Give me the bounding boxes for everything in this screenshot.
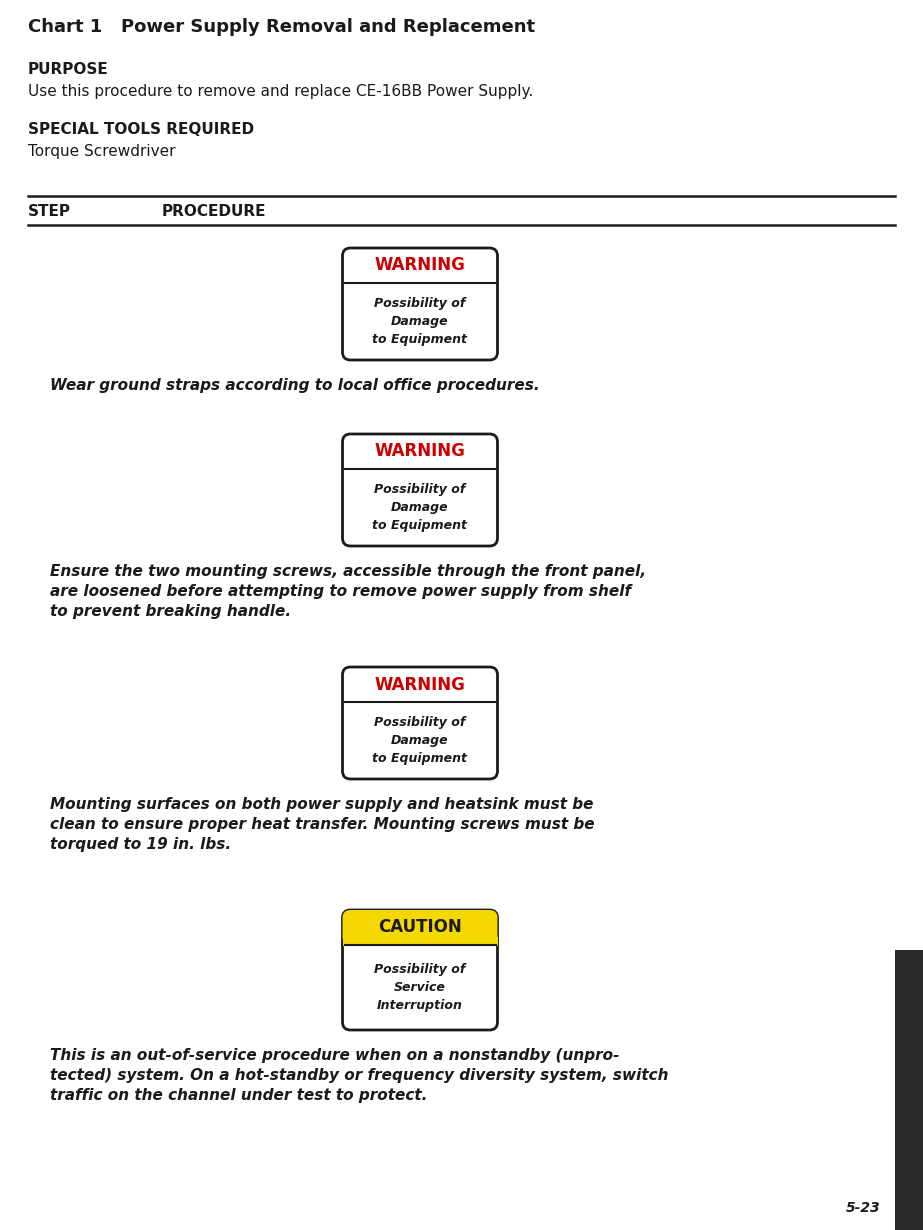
Text: Possibility of
Damage
to Equipment: Possibility of Damage to Equipment	[373, 483, 468, 533]
Text: WARNING: WARNING	[375, 443, 465, 460]
Text: Use this procedure to remove and replace CE-16BB Power Supply.: Use this procedure to remove and replace…	[28, 84, 533, 98]
Text: WARNING: WARNING	[375, 675, 465, 694]
Text: Possibility of
Damage
to Equipment: Possibility of Damage to Equipment	[373, 716, 468, 765]
Text: PURPOSE: PURPOSE	[28, 62, 109, 77]
FancyBboxPatch shape	[342, 910, 497, 945]
Bar	[895, 950, 923, 1230]
Bar	[342, 937, 497, 946]
Text: SPECIAL TOOLS REQUIRED: SPECIAL TOOLS REQUIRED	[28, 122, 254, 137]
Text: 5-23: 5-23	[845, 1200, 880, 1215]
Text: Chart 1   Power Supply Removal and Replacement: Chart 1 Power Supply Removal and Replace…	[28, 18, 535, 36]
Text: Possibility of
Damage
to Equipment: Possibility of Damage to Equipment	[373, 296, 468, 346]
Text: Ensure the two mounting screws, accessible through the front panel,
are loosened: Ensure the two mounting screws, accessib…	[50, 565, 646, 619]
Text: Possibility of
Service
Interruption: Possibility of Service Interruption	[375, 963, 466, 1012]
FancyBboxPatch shape	[342, 434, 497, 546]
Text: Wear ground straps according to local office procedures.: Wear ground straps according to local of…	[50, 378, 540, 394]
Text: WARNING: WARNING	[375, 257, 465, 274]
FancyBboxPatch shape	[342, 667, 497, 779]
Text: PROCEDURE: PROCEDURE	[162, 204, 267, 219]
Text: CAUTION: CAUTION	[378, 919, 462, 936]
Text: Mounting surfaces on both power supply and heatsink must be
clean to ensure prop: Mounting surfaces on both power supply a…	[50, 797, 594, 851]
FancyBboxPatch shape	[342, 910, 497, 1030]
Text: This is an out-of-service procedure when on a nonstandby (unpro-
tected) system.: This is an out-of-service procedure when…	[50, 1048, 668, 1102]
Text: Torque Screwdriver: Torque Screwdriver	[28, 144, 175, 159]
FancyBboxPatch shape	[342, 248, 497, 360]
Text: STEP: STEP	[28, 204, 71, 219]
